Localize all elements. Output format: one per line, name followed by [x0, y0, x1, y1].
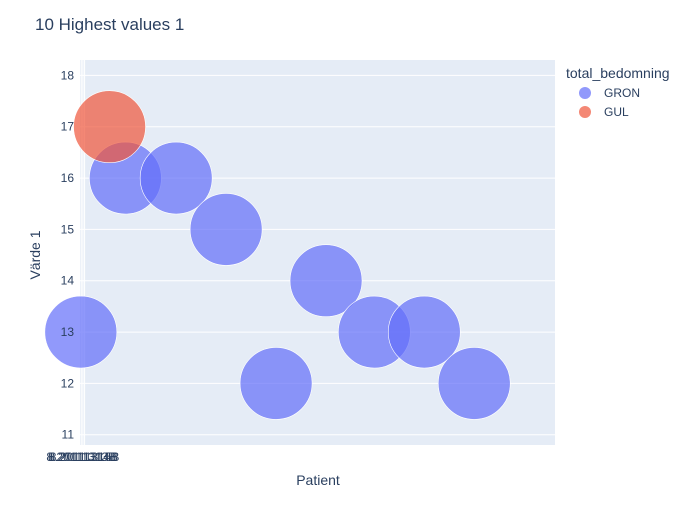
- axis-ticks: 11 12 13 14 15 16 17 18 8.20111313B8.20111314B8.…: [46, 68, 119, 464]
- legend-items[interactable]: GRON GUL: [579, 86, 640, 119]
- legend-item-gron[interactable]: GRON: [579, 86, 640, 100]
- legend[interactable]: total_bedomning GRON GUL: [566, 65, 670, 119]
- data-point-gron-2[interactable]: [139, 141, 213, 215]
- x-tick-label: 8.20111313B: [46, 450, 116, 464]
- data-point-gron-4[interactable]: [239, 347, 313, 420]
- legend-swatch: [579, 106, 591, 118]
- legend-label: GUL: [604, 105, 629, 119]
- y-tick-label: 14: [61, 274, 75, 288]
- y-tick-label: 17: [61, 120, 75, 134]
- data-point-gron-7[interactable]: [387, 295, 461, 369]
- y-axis-title: Värde 1: [27, 230, 43, 279]
- data-point-gul-0[interactable]: [73, 90, 146, 164]
- legend-item-gul[interactable]: GUL: [579, 105, 629, 119]
- chart-title: 10 Highest values 1: [35, 15, 184, 34]
- legend-title: total_bedomning: [566, 65, 670, 81]
- y-tick-label: 13: [61, 325, 75, 339]
- y-tick-label: 11: [62, 428, 75, 442]
- data-points: [44, 90, 511, 420]
- legend-swatch: [579, 87, 591, 99]
- data-point-gron-5[interactable]: [289, 244, 363, 318]
- y-tick-label: 18: [61, 68, 75, 82]
- legend-label: GRON: [604, 86, 640, 100]
- y-tick-label: 12: [61, 376, 75, 390]
- x-tick-label: 8.20111315B: [50, 450, 120, 464]
- x-axis-title: Patient: [296, 472, 340, 488]
- data-point-gron-0[interactable]: [44, 295, 118, 369]
- data-point-gron-8[interactable]: [437, 347, 511, 420]
- y-tick-label: 15: [61, 222, 75, 236]
- y-tick-label: 16: [61, 171, 75, 185]
- x-tick-label: 8.20111314B: [48, 450, 118, 464]
- data-point-gron-3[interactable]: [189, 193, 263, 266]
